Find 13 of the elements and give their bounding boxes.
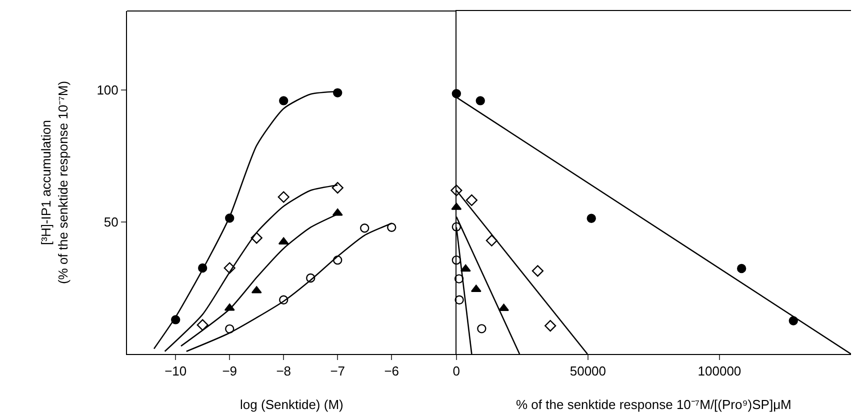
x-tick-label: −10 [164,364,187,379]
x-tick-label: −8 [276,364,292,379]
x-axis-title: % of the senktide response 10⁻⁷M/[(Pro⁹)SP]μM [516,397,792,412]
x-tick-label: −7 [330,364,346,379]
y-tick-label: 100 [96,82,118,98]
x-tick-label: −9 [222,364,238,379]
x-tick-label: 50000 [570,364,606,379]
x-axis-title: log (Senktide) (M) [240,397,344,412]
x-tick-label: 100000 [698,364,742,379]
x-tick-label: −6 [384,364,400,379]
y-tick-label: 50 [104,214,118,230]
x-tick-label: 0 [452,364,460,379]
y-axis-title: [³H]-IP1 accumulation (% of the senktide response 10⁻⁷M) [38,80,71,284]
